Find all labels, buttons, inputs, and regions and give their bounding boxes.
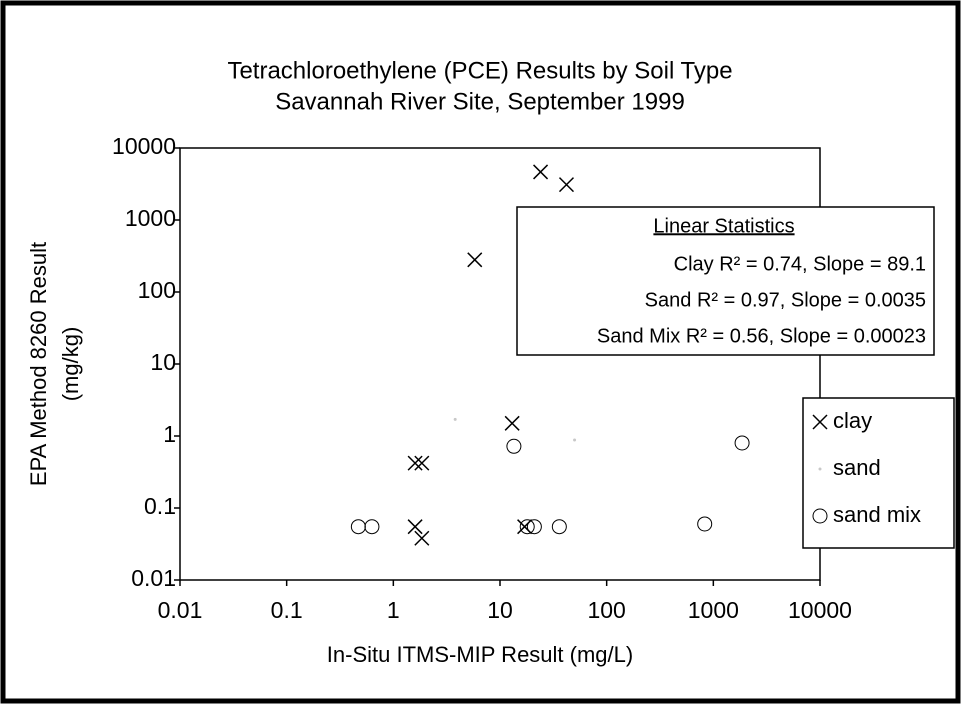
legend-box (802, 397, 955, 549)
clay-point (504, 415, 520, 431)
y-tick-label: 10000 (112, 133, 176, 159)
stats-title: Linear Statistics (653, 215, 794, 237)
x-tick-label: 10000 (788, 597, 852, 623)
y-tick-label: 10 (150, 349, 176, 375)
sand-mix-point (697, 516, 713, 532)
sand-mix-point (506, 438, 522, 454)
sand-mix-point (551, 519, 567, 535)
y-tick-label: 100 (138, 277, 176, 303)
sand-mix-point (364, 519, 380, 535)
sand-mix-point (519, 519, 535, 535)
x-tick-label: 100 (587, 597, 625, 623)
sand-mix-point (734, 435, 750, 451)
stats-line: Sand R² = 0.97, Slope = 0.0035 (645, 289, 926, 311)
clay-point (407, 455, 423, 471)
stats-box (516, 206, 935, 356)
y-tick-label: 1 (163, 421, 176, 447)
chart-subtitle: Savannah River Site, September 1999 (275, 88, 685, 115)
legend-label: sand mix (833, 502, 921, 527)
x-tick-label: 1000 (688, 597, 739, 623)
x-tick-label: 0.1 (271, 597, 303, 623)
stats-line: Sand Mix R² = 0.56, Slope = 0.00023 (597, 325, 926, 347)
x-tick-label: 0.01 (158, 597, 203, 623)
sand-mix-point (812, 508, 828, 524)
x-tick-label: 1 (387, 597, 400, 623)
y-tick-label: 1000 (125, 205, 176, 231)
sand-point (453, 417, 457, 421)
clay-point (414, 530, 430, 546)
clay-point (558, 177, 575, 193)
y-tick-label: 0.01 (131, 565, 176, 591)
x-axis-label: In-Situ ITMS-MIP Result (mg/L) (327, 642, 633, 667)
clay-point (414, 455, 430, 471)
y-axis-label: (mg/kg) (58, 327, 83, 402)
sand-point (818, 467, 822, 471)
stats-line: Clay R² = 0.74, Slope = 89.1 (674, 253, 926, 275)
y-axis-label: EPA Method 8260 Result (26, 242, 51, 486)
chart-title: Tetrachloroethylene (PCE) Results by Soi… (227, 57, 732, 84)
clay-point (812, 414, 828, 430)
clay-point (467, 252, 483, 268)
sand-mix-point (526, 519, 542, 535)
x-tick-label: 10 (487, 597, 513, 623)
legend-label: sand (833, 455, 881, 480)
y-tick-label: 0.1 (144, 493, 176, 519)
clay-point (407, 519, 423, 535)
clay-point (533, 164, 549, 180)
legend-label: clay (833, 408, 872, 433)
sand-point (573, 438, 577, 442)
